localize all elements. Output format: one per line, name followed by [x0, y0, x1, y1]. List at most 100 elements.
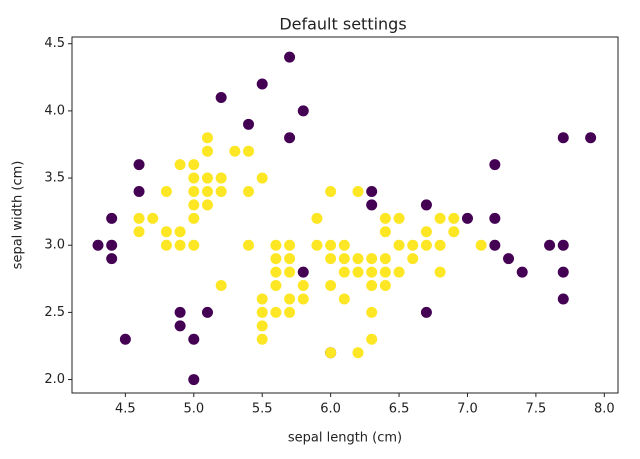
y-tick-label: 2.5	[44, 305, 65, 320]
y-tick-label: 3.5	[44, 171, 65, 186]
point	[174, 239, 186, 251]
point	[325, 253, 337, 265]
point	[256, 306, 268, 318]
point	[557, 293, 569, 305]
x-tick-label: 8.0	[594, 402, 615, 417]
point	[256, 293, 268, 305]
point	[434, 266, 446, 278]
x-axis-label: sepal length (cm)	[288, 431, 402, 446]
point	[201, 172, 213, 184]
point	[133, 226, 145, 238]
point	[284, 239, 296, 251]
point	[503, 253, 515, 265]
x-tick-label: 4.5	[115, 402, 136, 417]
point	[174, 159, 186, 171]
point	[256, 172, 268, 184]
point	[325, 239, 337, 251]
plot-frame	[71, 36, 619, 394]
x-tick-label: 6.5	[389, 402, 410, 417]
point	[284, 253, 296, 265]
point	[379, 226, 391, 238]
point	[557, 266, 569, 278]
point	[338, 239, 350, 251]
x-tick-label: 6.0	[320, 402, 341, 417]
point	[366, 306, 378, 318]
point	[325, 185, 337, 197]
point	[448, 212, 460, 224]
point	[434, 239, 446, 251]
point	[174, 306, 186, 318]
point	[475, 239, 487, 251]
point	[366, 199, 378, 211]
point	[297, 105, 309, 117]
point	[243, 118, 255, 130]
point	[256, 78, 268, 90]
point	[338, 266, 350, 278]
point	[160, 226, 172, 238]
point	[284, 306, 296, 318]
point	[516, 266, 528, 278]
point	[201, 132, 213, 144]
point	[284, 293, 296, 305]
point	[461, 212, 473, 224]
point	[243, 185, 255, 197]
point	[393, 239, 405, 251]
point	[311, 212, 323, 224]
point	[557, 132, 569, 144]
point	[201, 145, 213, 157]
point	[188, 199, 200, 211]
point	[215, 185, 227, 197]
point	[174, 226, 186, 238]
y-tick-label: 4.5	[44, 36, 65, 51]
point	[352, 347, 364, 359]
point	[352, 266, 364, 278]
point	[585, 132, 597, 144]
point	[407, 239, 419, 251]
point	[201, 306, 213, 318]
point	[393, 212, 405, 224]
point	[297, 293, 309, 305]
point	[420, 199, 432, 211]
point	[160, 239, 172, 251]
point	[366, 333, 378, 345]
point	[297, 266, 309, 278]
point	[366, 266, 378, 278]
point	[270, 266, 282, 278]
x-tick-label: 5.0	[183, 402, 204, 417]
point	[407, 253, 419, 265]
point	[229, 145, 241, 157]
y-tick-label: 2.0	[44, 372, 65, 387]
point	[489, 239, 501, 251]
point	[174, 320, 186, 332]
point	[270, 280, 282, 292]
point	[420, 306, 432, 318]
point	[297, 280, 309, 292]
point	[256, 320, 268, 332]
point	[188, 374, 200, 386]
point	[188, 185, 200, 197]
point	[448, 226, 460, 238]
point	[106, 239, 118, 251]
point	[188, 159, 200, 171]
point	[284, 51, 296, 63]
point	[188, 333, 200, 345]
point	[147, 212, 159, 224]
point	[133, 159, 145, 171]
point	[544, 239, 556, 251]
point	[284, 266, 296, 278]
point	[270, 253, 282, 265]
point	[106, 212, 118, 224]
y-tick-label: 3.0	[44, 238, 65, 253]
point	[201, 199, 213, 211]
point	[92, 239, 104, 251]
point	[557, 239, 569, 251]
y-tick-label: 4.0	[44, 103, 65, 118]
point	[420, 226, 432, 238]
point	[352, 253, 364, 265]
point	[133, 185, 145, 197]
point	[489, 159, 501, 171]
point	[379, 280, 391, 292]
point	[325, 347, 337, 359]
x-tick-label: 7.0	[457, 402, 478, 417]
